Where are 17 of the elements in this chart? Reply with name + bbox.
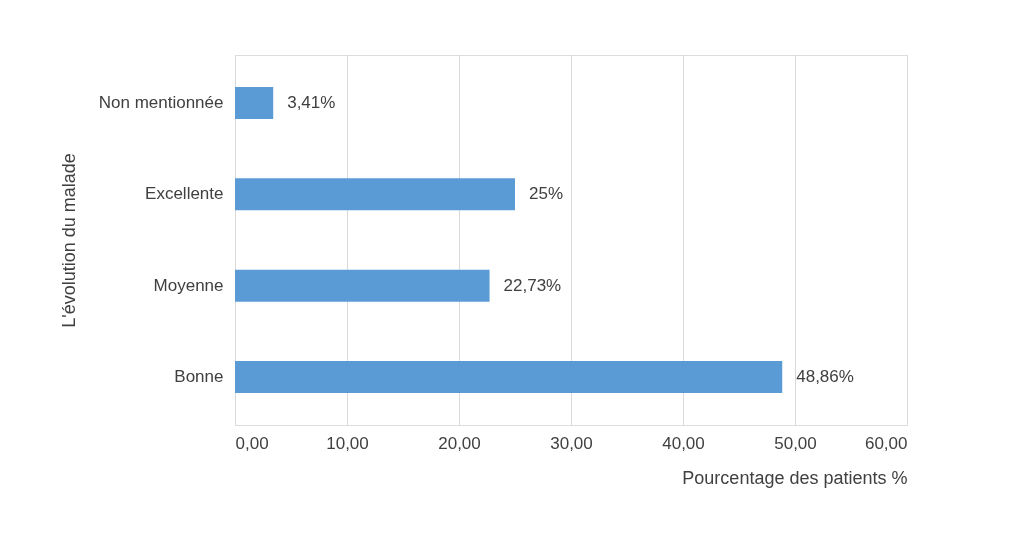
- x-tick-label: 40,00: [662, 433, 705, 453]
- y-tick-label: Moyenne: [153, 275, 224, 295]
- data-label: 3,41%: [287, 92, 336, 112]
- x-tick-label: 30,00: [550, 433, 593, 453]
- x-axis-title: Pourcentage des patients %: [682, 467, 908, 488]
- y-tick-label: Non mentionnée: [98, 92, 224, 112]
- x-tick-label: 10,00: [326, 433, 369, 453]
- data-label: 25%: [529, 184, 564, 204]
- x-tick-label: 50,00: [774, 433, 817, 453]
- x-tick-label: 20,00: [438, 433, 481, 453]
- y-axis-title: L'évolution du malade: [58, 153, 79, 328]
- data-label: 22,73%: [503, 275, 562, 295]
- y-tick-label: Bonne: [174, 367, 224, 387]
- x-tick-label: 0,00: [235, 433, 269, 453]
- x-tick-label: 60,00: [864, 433, 908, 453]
- y-tick-label: Excellente: [145, 184, 224, 204]
- data-label: 48,86%: [796, 367, 854, 387]
